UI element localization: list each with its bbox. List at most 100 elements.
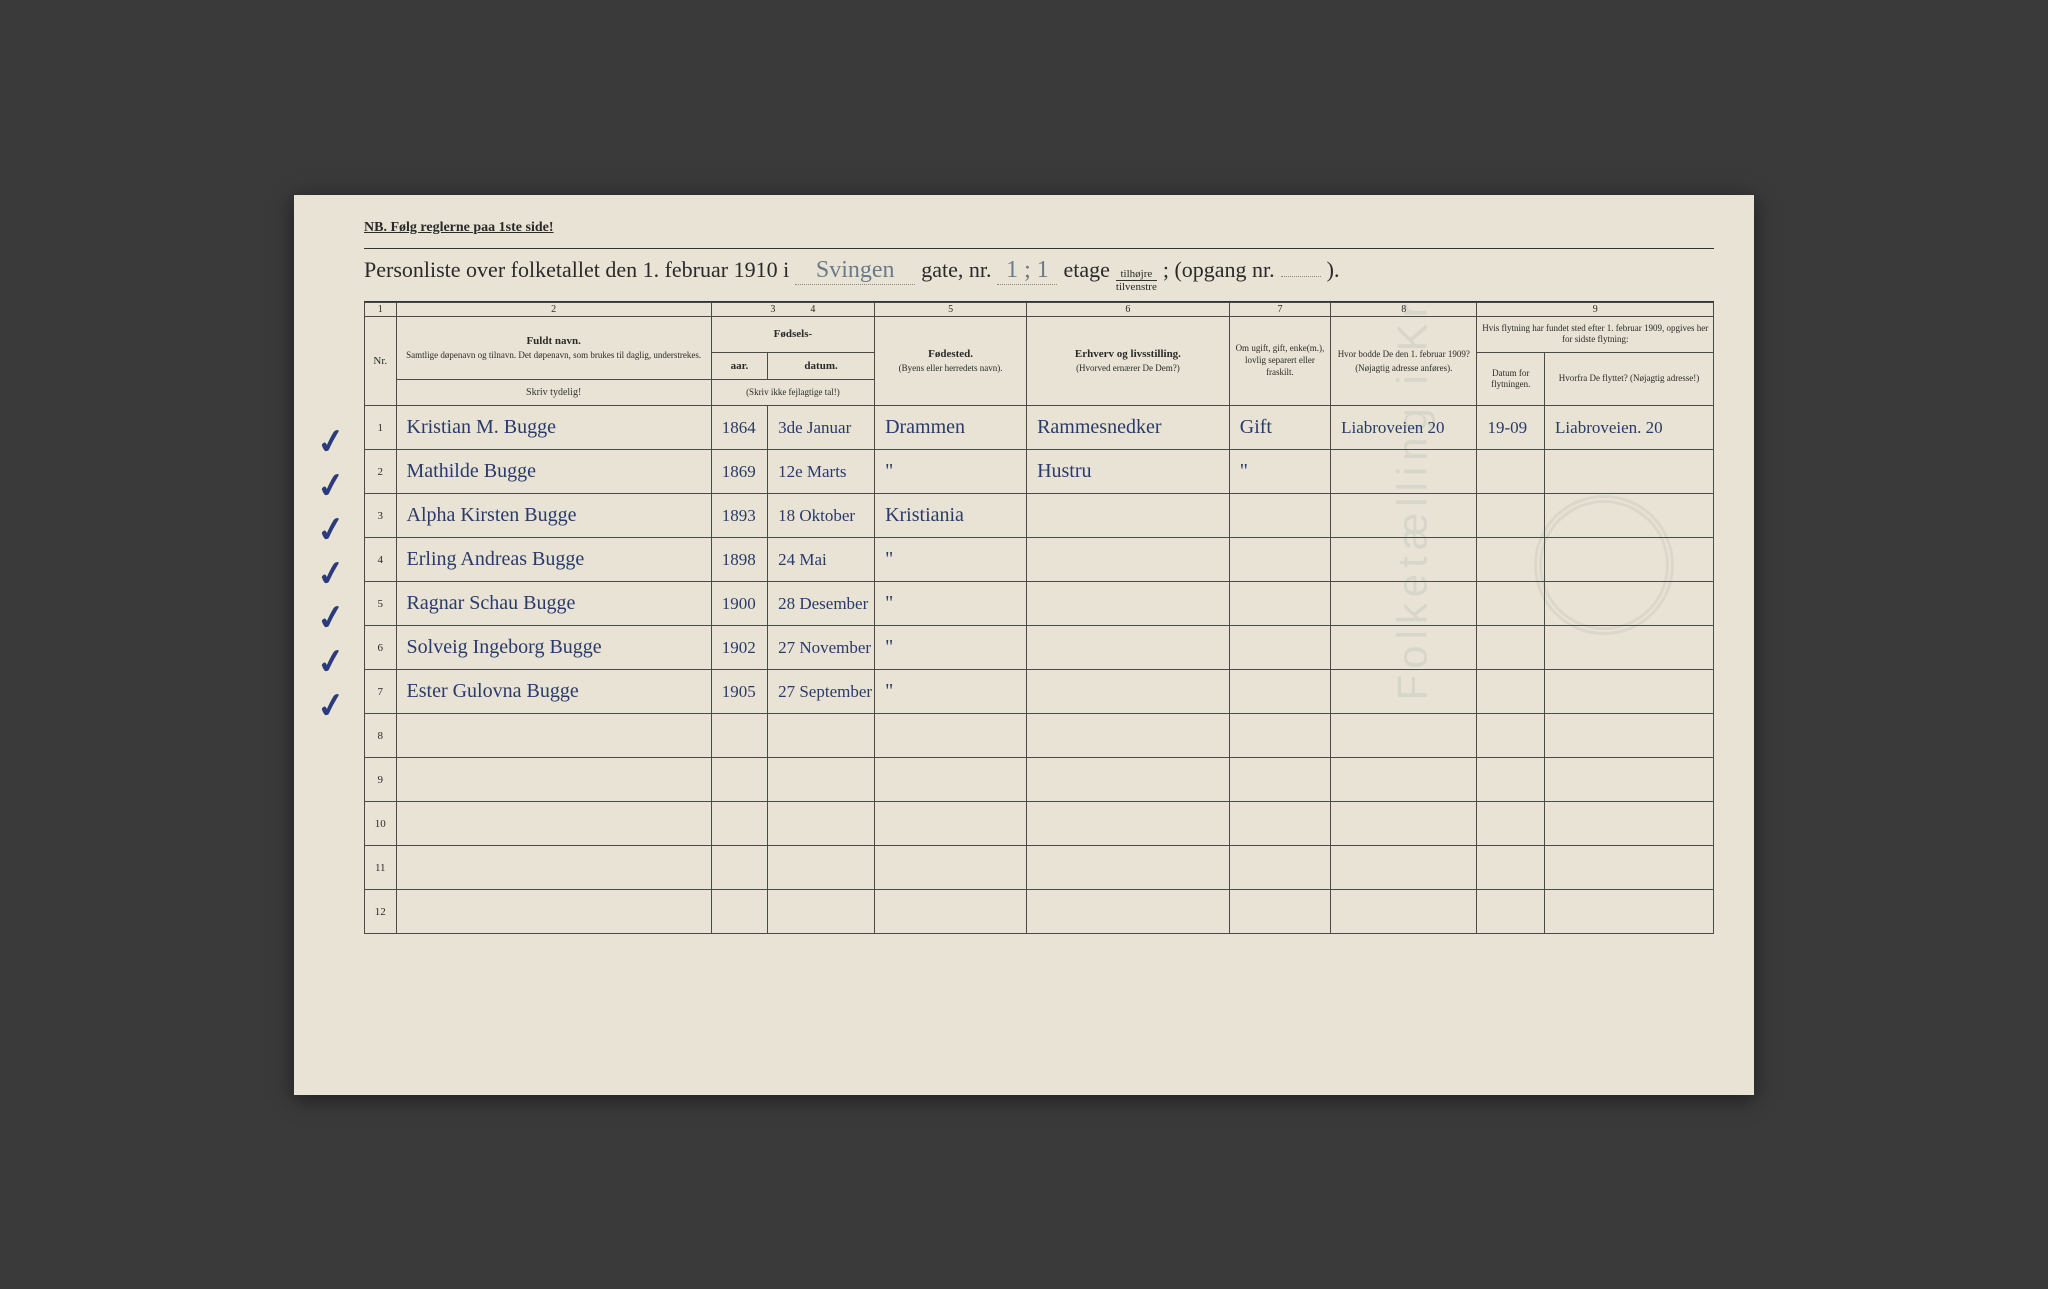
header-place: Fødested. (Byens eller herredets navn). — [875, 316, 1027, 406]
date-cell-value: 24 Mai — [772, 550, 870, 570]
address-cell-value: Liabroveien 20 — [1335, 418, 1472, 438]
date-cell: 18 Oktober — [768, 494, 875, 538]
header-name: Fuldt navn. Samtlige døpenavn og tilnavn… — [396, 316, 711, 380]
name-cell — [396, 758, 711, 802]
move-date-cell — [1477, 758, 1545, 802]
date-cell — [768, 758, 875, 802]
occupation-cell — [1027, 758, 1230, 802]
place-cell-value: Drammen — [879, 416, 1022, 439]
place-cell — [875, 846, 1027, 890]
move-date-cell — [1477, 626, 1545, 670]
move-from-cell — [1545, 890, 1714, 934]
colnum-1: 1 — [365, 302, 397, 316]
date-cell: 12e Marts — [768, 450, 875, 494]
name-cell-value: Ragnar Schau Bugge — [401, 592, 707, 615]
row-number: 9 — [365, 758, 397, 802]
status-cell — [1229, 846, 1330, 890]
occupation-cell — [1027, 714, 1230, 758]
checkmark-icon: ✓ — [314, 464, 348, 508]
header-place-sub: (Byens eller herredets navn). — [899, 363, 1003, 373]
address-cell — [1331, 538, 1477, 582]
header-ugift: Om ugift, gift, enke(m.), lovlig separer… — [1229, 316, 1330, 406]
address-cell — [1331, 450, 1477, 494]
header-fodsels: Fødsels- — [711, 316, 874, 352]
column-number-row: 1 2 3 4 5 6 7 8 9 — [365, 302, 1714, 316]
etage-label: etage — [1063, 257, 1109, 283]
date-cell: 27 November — [768, 626, 875, 670]
move-from-cell: Liabroveien. 20 — [1545, 406, 1714, 450]
move-from-cell-value: Liabroveien. 20 — [1549, 418, 1709, 438]
header-flyt-dat: Datum for flytningen. — [1477, 353, 1545, 406]
title-close: ). — [1327, 257, 1340, 283]
status-cell — [1229, 538, 1330, 582]
colnum-5: 5 — [875, 302, 1027, 316]
checkmark-icon: ✓ — [314, 684, 348, 728]
occupation-cell — [1027, 890, 1230, 934]
occupation-cell-value: Hustru — [1031, 460, 1225, 483]
table-row: 6✓Solveig Ingeborg Bugge190227 November" — [365, 626, 1714, 670]
year-cell: 1900 — [711, 582, 767, 626]
status-cell-value: " — [1234, 460, 1326, 483]
table-row: 8 — [365, 714, 1714, 758]
move-from-cell — [1545, 670, 1714, 714]
place-cell-value: " — [879, 636, 1022, 659]
status-cell: " — [1229, 450, 1330, 494]
year-cell-value: 1902 — [716, 638, 763, 658]
year-cell: 1869 — [711, 450, 767, 494]
name-cell — [396, 714, 711, 758]
move-from-cell — [1545, 538, 1714, 582]
row-number: 12 — [365, 890, 397, 934]
year-cell — [711, 846, 767, 890]
frac-top: tilhøjre — [1116, 268, 1157, 281]
occupation-cell — [1027, 802, 1230, 846]
place-cell: " — [875, 626, 1027, 670]
address-cell — [1331, 626, 1477, 670]
year-cell — [711, 758, 767, 802]
name-cell-value: Kristian M. Bugge — [401, 416, 707, 439]
status-cell: Gift — [1229, 406, 1330, 450]
move-from-cell — [1545, 846, 1714, 890]
header-flyt-hvor: Hvorfra De flyttet? (Nøjagtig adresse!) — [1545, 353, 1714, 406]
row-number: 7✓ — [365, 670, 397, 714]
year-cell: 1905 — [711, 670, 767, 714]
census-table: 1 2 3 4 5 6 7 8 9 Nr. Fuldt navn. Samtli… — [364, 302, 1714, 935]
move-date-cell — [1477, 802, 1545, 846]
table-row: 11 — [365, 846, 1714, 890]
year-cell-value: 1900 — [716, 594, 763, 614]
table-body: 1✓Kristian M. Bugge18643de JanuarDrammen… — [365, 406, 1714, 934]
checkmark-icon: ✓ — [314, 508, 348, 552]
address-cell — [1331, 846, 1477, 890]
nb-instruction: NB. Følg reglerne paa 1ste side! — [364, 220, 1714, 236]
date-cell-value: 27 September — [772, 682, 870, 702]
gate-number-field: 1 ; 1 — [997, 257, 1057, 285]
place-cell — [875, 714, 1027, 758]
status-cell — [1229, 758, 1330, 802]
header-row-1: Nr. Fuldt navn. Samtlige døpenavn og til… — [365, 316, 1714, 352]
move-date-cell — [1477, 714, 1545, 758]
header-erhverv: Erhverv og livsstilling. (Hvorved ernære… — [1027, 316, 1230, 406]
table-row: 4✓Erling Andreas Bugge189824 Mai" — [365, 538, 1714, 582]
status-cell — [1229, 670, 1330, 714]
header-place-bold: Fødested. — [928, 348, 973, 360]
move-date-cell: 19-09 — [1477, 406, 1545, 450]
move-date-cell — [1477, 450, 1545, 494]
place-cell — [875, 758, 1027, 802]
name-cell: Solveig Ingeborg Bugge — [396, 626, 711, 670]
header-erhverv-bold: Erhverv og livsstilling. — [1075, 348, 1181, 360]
table-row: 7✓Ester Gulovna Bugge190527 September" — [365, 670, 1714, 714]
place-cell-value: " — [879, 680, 1022, 703]
table-row: 2✓Mathilde Bugge186912e Marts"Hustru" — [365, 450, 1714, 494]
place-cell: Drammen — [875, 406, 1027, 450]
year-cell — [711, 802, 767, 846]
header-bodde-main: Hvor bodde De den 1. februar 1909? — [1338, 349, 1470, 359]
header-fods-bold: Fødsels- — [774, 328, 813, 340]
address-cell: Liabroveien 20 — [1331, 406, 1477, 450]
occupation-cell: Rammesnedker — [1027, 406, 1230, 450]
place-cell-value: " — [879, 548, 1022, 571]
move-date-cell — [1477, 670, 1545, 714]
year-cell-value: 1905 — [716, 682, 763, 702]
row-number: 1✓ — [365, 406, 397, 450]
occupation-cell: Hustru — [1027, 450, 1230, 494]
side-fraction: tilhøjre tilvenstre — [1116, 268, 1157, 293]
name-cell — [396, 802, 711, 846]
